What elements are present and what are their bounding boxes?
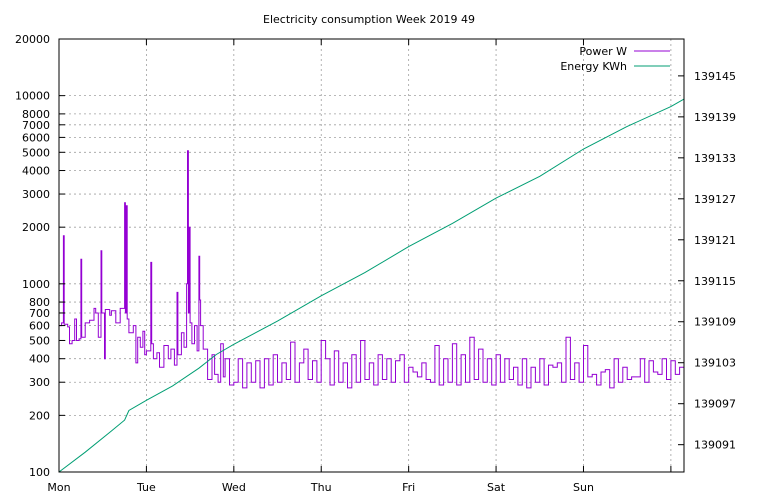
y-left-tick-label: 2000 [22,221,50,234]
y-left-tick-label: 3000 [22,188,50,201]
y-left-tick-label: 200 [29,409,50,422]
legend: Power W Energy KWh [560,45,670,73]
x-tick-label: Mon [47,481,70,494]
y-right-tick-label: 139115 [694,275,736,288]
x-tick-label: Thu [310,481,332,494]
y-left-tick-label: 5000 [22,146,50,159]
x-tick-label: Tue [136,481,156,494]
y-left-tick-label: 7000 [22,119,50,132]
y-right-tick-label: 139091 [694,439,736,452]
y-left-tick-label: 400 [29,353,50,366]
y-left-tick-label: 100 [29,466,50,479]
y-left-tick-label: 500 [29,334,50,347]
y-left-tick-label: 8000 [22,108,50,121]
legend-label: Energy KWh [560,60,627,73]
y-left-tick-label: 700 [29,307,50,320]
y-left-tick-label: 6000 [22,131,50,144]
chart-title: Electricity consumption Week 2019 49 [263,13,475,26]
y-right-tick-label: 139133 [694,152,736,165]
y-right-tick-label: 139109 [694,316,736,329]
y-right-tick-label: 139103 [694,357,736,370]
y-left-tick-label: 10000 [15,90,50,103]
y-left-tick-label: 300 [29,376,50,389]
y-right-tick-label: 139097 [694,398,736,411]
x-tick-label: Sun [573,481,594,494]
y-right-tick-label: 139145 [694,70,736,83]
y-left-tick-label: 4000 [22,165,50,178]
y-left-tick-label: 1000 [22,278,50,291]
plot-frame [58,38,685,473]
x-tick-label: Fri [402,481,415,494]
y-left-tick-label: 800 [29,296,50,309]
legend-label: Power W [579,45,627,58]
x-tick-label: Sat [487,481,506,494]
series-line-energy-kwh [58,98,685,473]
y-left-tick-label: 20000 [15,33,50,46]
x-tick-label: Wed [222,481,246,494]
y-right-tick-label: 139127 [694,193,736,206]
series-layer [58,98,685,473]
y-left-tick-label: 600 [29,320,50,333]
y-right-tick-label: 139139 [694,111,736,124]
series-line-power-w [59,150,685,389]
grid-layer [59,39,684,472]
y-right-tick-label: 139121 [694,234,736,247]
